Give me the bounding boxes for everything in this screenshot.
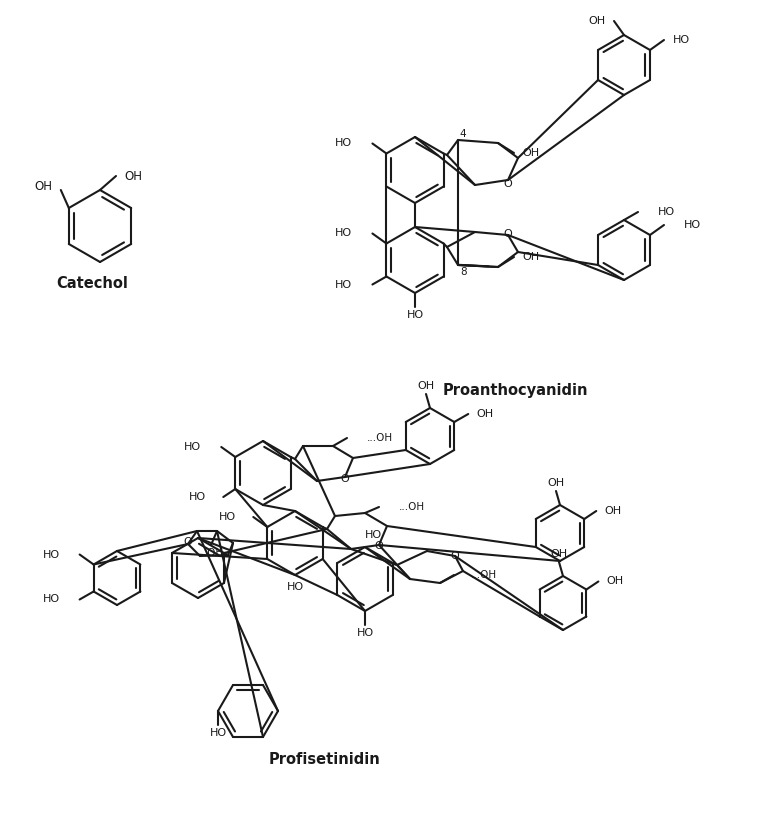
Text: O: O xyxy=(504,179,512,189)
Text: OH: OH xyxy=(551,549,568,559)
Text: O: O xyxy=(375,541,383,551)
Text: ...OH: ...OH xyxy=(367,433,393,443)
Text: OH: OH xyxy=(418,381,435,391)
Text: HO: HO xyxy=(286,582,303,592)
Text: HO: HO xyxy=(210,728,227,738)
Text: HO: HO xyxy=(684,220,701,230)
Text: HO: HO xyxy=(219,512,237,522)
Text: Proanthocyanidin: Proanthocyanidin xyxy=(442,383,588,397)
Text: HO: HO xyxy=(336,280,353,290)
Text: OH: OH xyxy=(548,478,564,488)
Text: HO: HO xyxy=(336,139,353,149)
Text: O: O xyxy=(451,551,459,561)
Text: HO: HO xyxy=(673,35,690,45)
Text: HO: HO xyxy=(189,492,207,502)
Text: ...OH: ...OH xyxy=(198,548,224,558)
Text: OH: OH xyxy=(522,252,540,262)
Text: ...OH: ...OH xyxy=(471,570,497,580)
Text: ...OH: ...OH xyxy=(399,502,425,512)
Text: 8: 8 xyxy=(461,267,467,277)
Text: HO: HO xyxy=(406,310,424,320)
Text: OH: OH xyxy=(35,180,53,193)
Text: O: O xyxy=(504,229,512,239)
Text: HO: HO xyxy=(184,442,201,452)
Text: Catechol: Catechol xyxy=(56,277,128,291)
Text: HO: HO xyxy=(42,595,60,605)
Text: OH: OH xyxy=(124,170,142,183)
Text: OH: OH xyxy=(522,148,540,158)
Text: HO: HO xyxy=(356,628,373,638)
Text: HO: HO xyxy=(336,228,353,238)
Text: 4: 4 xyxy=(460,129,466,139)
Text: O: O xyxy=(341,474,349,484)
Text: HO: HO xyxy=(658,207,675,217)
Text: HO: HO xyxy=(42,549,60,560)
Text: OH: OH xyxy=(588,16,605,26)
Text: OH: OH xyxy=(604,506,622,516)
Text: Profisetinidin: Profisetinidin xyxy=(269,752,381,766)
Text: O: O xyxy=(184,537,192,547)
Text: OH: OH xyxy=(607,576,624,587)
Text: HO: HO xyxy=(365,530,382,540)
Text: OH: OH xyxy=(477,409,494,419)
